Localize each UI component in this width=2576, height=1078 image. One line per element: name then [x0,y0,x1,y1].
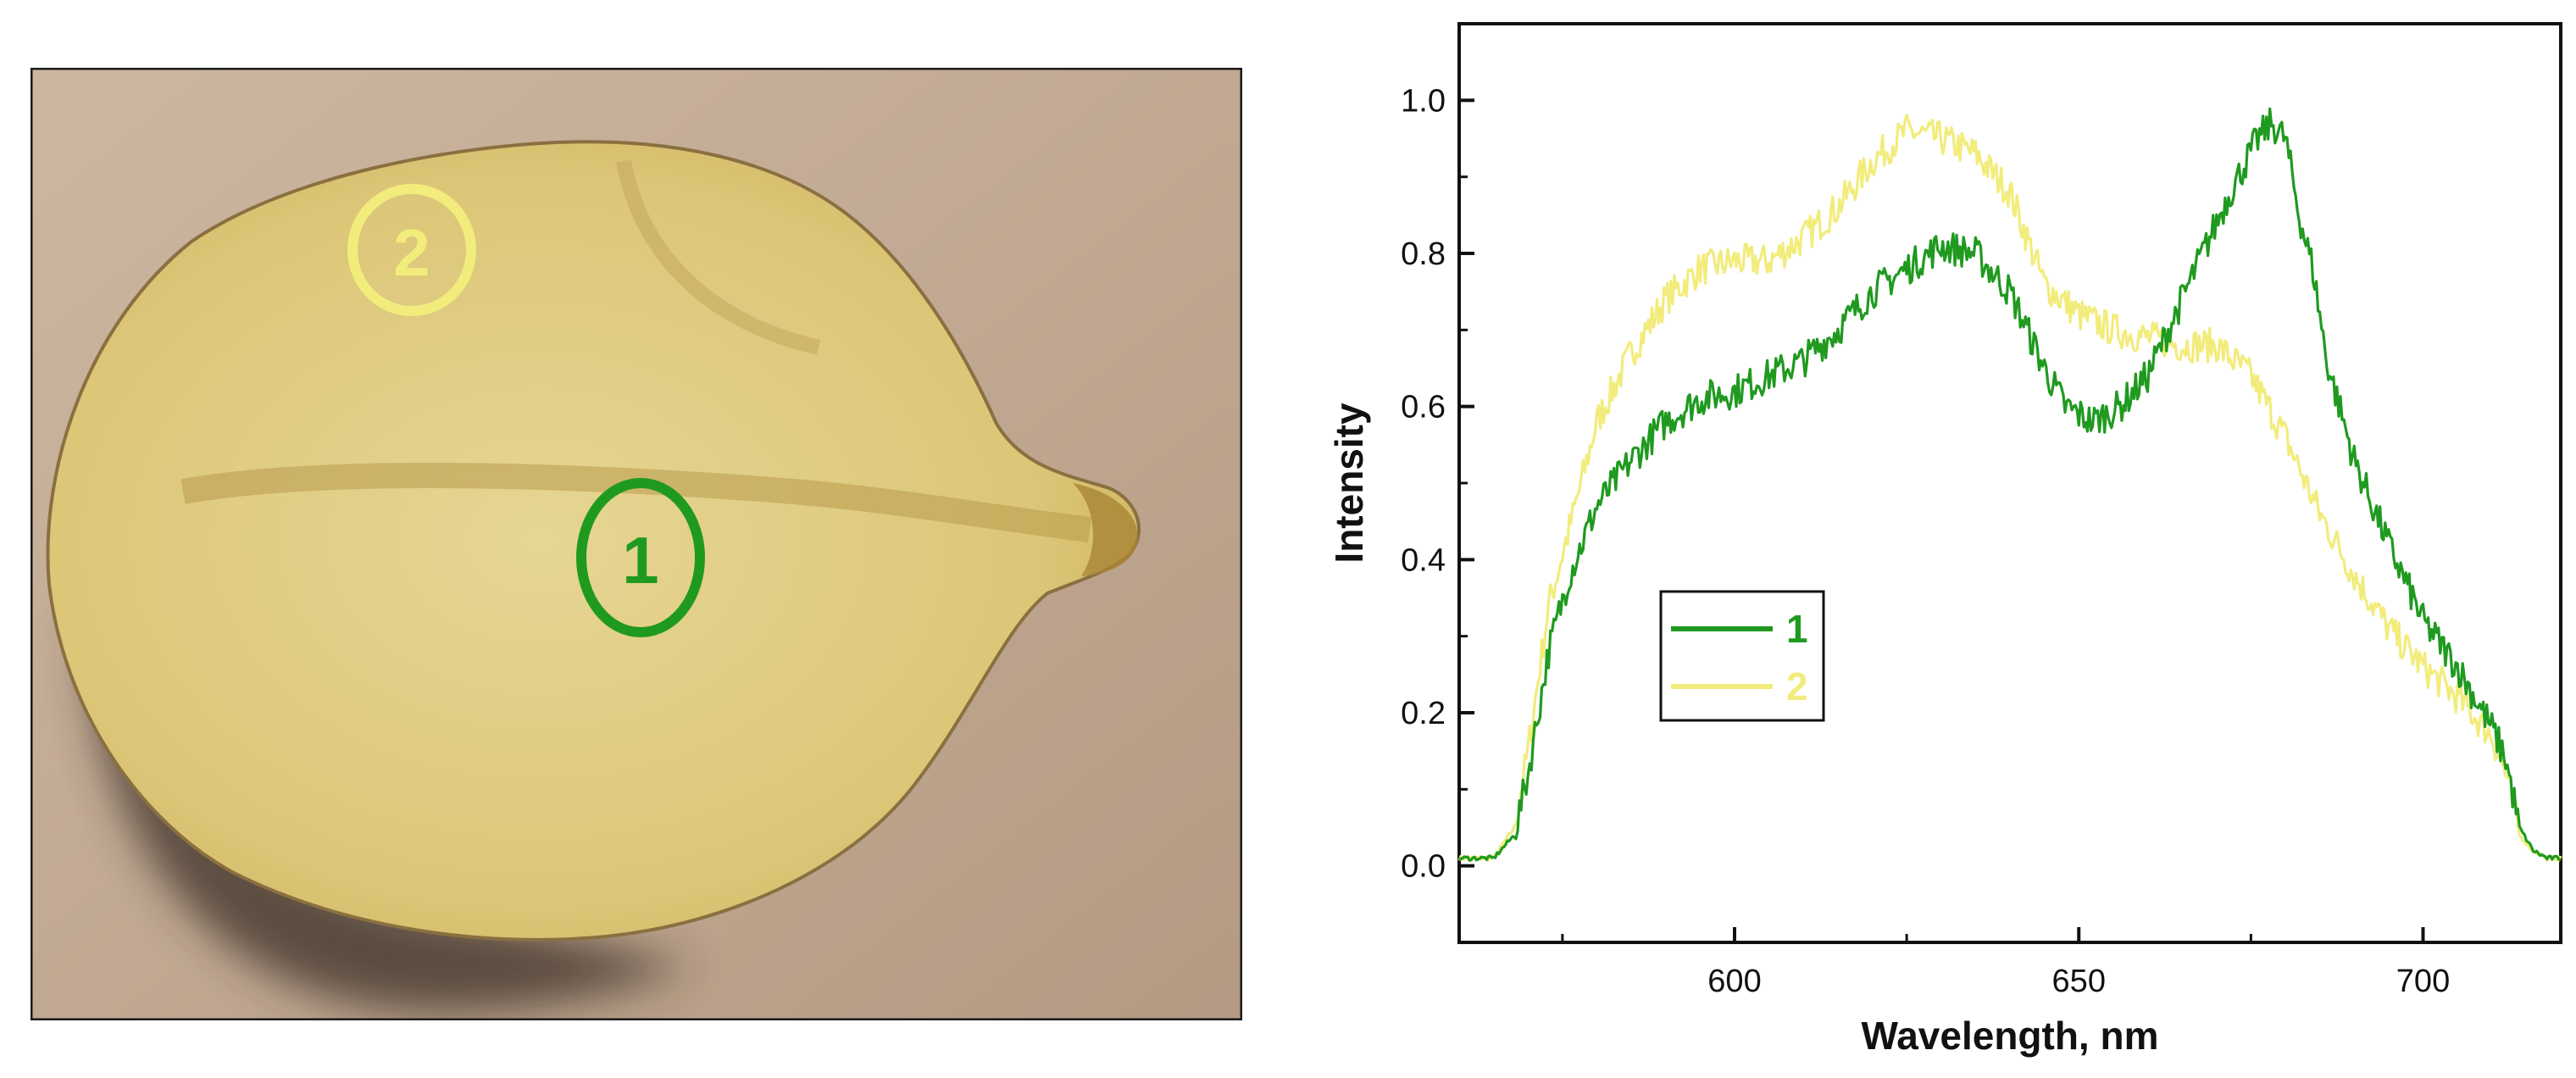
tuber-slice [46,140,1141,942]
vascular-arc [616,159,821,355]
marker-1-label: 1 [622,523,658,597]
legend-label-2: 2 [1786,664,1808,708]
series-line-1 [1458,107,2562,862]
legend: 12 [1659,590,1825,722]
ticks-layer: 600 650 700 0.0 0.2 0.4 0.6 0.8 1.0 [1401,83,2450,999]
x-tick-label: 700 [2396,964,2450,999]
y-tick-label: 0.2 [1401,696,1446,731]
vascular-ring [180,463,1091,542]
chart-panel: 600 650 700 0.0 0.2 0.4 0.6 0.8 1.0 Wavelength, … [1263,17,2568,1068]
x-tick-label: 650 [2052,964,2106,999]
y-tick-label: 0.6 [1401,390,1446,425]
spectrum-chart: 600 650 700 0.0 0.2 0.4 0.6 0.8 1.0 Wavelength, … [1327,22,2562,1058]
tuber-photo: 2 1 [28,65,1245,1023]
legend-label-1: 1 [1786,607,1808,651]
legend-box [1659,590,1825,722]
plot-border [1457,22,2562,944]
marker-2: 2 [347,184,476,316]
y-tick-label: 0.8 [1401,236,1446,272]
x-axis-label: Wavelength, nm [1862,1014,2159,1058]
marker-2-label: 2 [393,215,430,290]
plot-frame [1457,22,2562,944]
marker-1: 1 [576,478,705,637]
series-layer [1457,107,2562,862]
y-tick-label: 1.0 [1401,83,1446,119]
x-tick-label: 600 [1707,964,1761,999]
y-axis-label: Intensity [1327,403,1371,564]
y-tick-label: 0.0 [1401,849,1446,885]
tuber-tip [1073,483,1138,576]
tuber-shadow [81,593,691,1012]
y-tick-label: 0.4 [1401,542,1446,578]
series-line-2 [1457,114,2562,862]
photo-panel: 2 1 [28,65,1245,1023]
